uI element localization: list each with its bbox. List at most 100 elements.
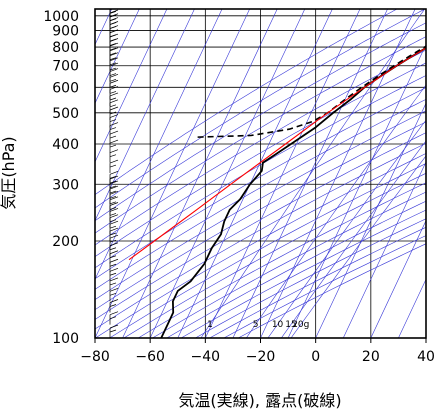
wind-barb-flag [110, 150, 118, 153]
isotherm-line [398, 9, 436, 338]
wind-barb-flag [110, 235, 118, 238]
dry-adiabat-line [67, 9, 436, 338]
mixing-ratio-label: 5 [253, 320, 259, 330]
wind-barb-flag [110, 123, 118, 126]
isotherm-line [205, 9, 360, 338]
y-tick-label: 200 [52, 234, 79, 250]
mixing-ratio-line [268, 9, 436, 338]
y-tick-label: 400 [52, 137, 79, 153]
wind-barb-flag [110, 91, 116, 93]
wind-barb-flag [110, 34, 118, 37]
wind-barb [110, 325, 118, 338]
wind-barb [110, 131, 118, 144]
wind-barb-flag [110, 325, 118, 328]
mixing-ratio-label: 1 [207, 320, 213, 330]
wind-barb-flag [110, 22, 118, 25]
wind-barb-flag [110, 120, 116, 122]
y-tick-label: 300 [52, 177, 79, 193]
dry-adiabat-line [138, 9, 436, 338]
wind-barb-flag [110, 312, 118, 315]
wind-barb-flag [110, 43, 118, 46]
y-tick-label: 1000 [43, 9, 79, 25]
x-tick-label: 0 [311, 349, 320, 365]
dry-adiabat-line [224, 9, 436, 338]
wind-barb-flag [110, 14, 118, 17]
wind-barb-flag [110, 283, 116, 285]
wind-barb [110, 93, 118, 106]
wind-barb-flag [110, 248, 116, 250]
wind-barbs-layer [110, 3, 118, 338]
isotherm-line [426, 9, 436, 338]
wind-barb-flag [110, 268, 118, 271]
y-tick-label: 100 [52, 331, 79, 347]
mixing-ratio-line [291, 9, 436, 338]
mixing-ratio-line [201, 9, 425, 338]
wind-barb-flag [110, 220, 116, 222]
wind-barb-flag [110, 105, 116, 107]
isotherm-line [233, 9, 388, 338]
wind-barb-flag [110, 330, 116, 332]
wind-barb-flag [110, 107, 118, 110]
y-tick-label: 600 [52, 80, 79, 96]
y-tick-label: 700 [52, 59, 79, 75]
wind-barb-flag [110, 74, 118, 77]
dry-adiabat-line [210, 9, 436, 338]
wind-barb-flag [110, 3, 118, 6]
x-tick-label: 20 [362, 349, 380, 365]
wind-barb-flag [110, 38, 118, 41]
y-axis-label: 気圧(hPa) [0, 136, 18, 209]
isotherm-line [343, 9, 436, 338]
x-tick-label: −60 [135, 349, 165, 365]
wind-barb [110, 215, 118, 228]
wind-barb-flag [110, 317, 116, 319]
wind-barb-flag [110, 165, 116, 167]
wind-barb-flag [110, 213, 116, 215]
dry-adiabat-line [24, 9, 436, 338]
wind-barb-flag [110, 226, 116, 228]
wind-barb-flag [110, 155, 116, 157]
x-axis-label: 気温(実線), 露点(破線) [178, 391, 341, 410]
wind-barb-flag [110, 100, 118, 103]
isotherm-line [150, 9, 305, 338]
wind-barb-flag [110, 145, 116, 147]
wind-barb-flag [110, 131, 118, 134]
mixing-ratio-label: 10 [272, 320, 284, 330]
wind-barb-flag [110, 18, 118, 21]
dry-adiabat-line [38, 9, 436, 338]
dry-adiabat-line [110, 9, 436, 338]
wind-barb [110, 107, 118, 120]
x-tick-label: −40 [191, 349, 221, 365]
wind-barb-flag [110, 140, 118, 143]
x-tick-label: −20 [246, 349, 276, 365]
wind-barb-flag [110, 278, 118, 281]
x-tick-label: 40 [417, 349, 435, 365]
isotherm-line [95, 9, 250, 338]
isotherm-line [261, 9, 416, 338]
series-layer [129, 16, 436, 338]
wind-barb-flag [110, 259, 118, 262]
wind-barb [110, 235, 118, 248]
wind-barb [110, 86, 118, 99]
mixing-ratio-label: 20g [292, 320, 309, 330]
wind-barb [110, 100, 118, 113]
y-tick-label: 500 [52, 106, 79, 122]
y-tick-label: 900 [52, 24, 79, 40]
wind-barb [110, 299, 118, 312]
wind-barb-flag [110, 136, 116, 138]
wind-barb-flag [110, 299, 118, 302]
wind-barb-flag [110, 160, 118, 163]
wind-barb [110, 312, 118, 325]
dry-adiabat-line [124, 9, 436, 338]
wind-barb-flag [110, 26, 118, 29]
wind-barb-flag [110, 98, 116, 100]
y-tick-label: 800 [52, 40, 79, 56]
isotherm-line [67, 9, 222, 338]
wind-barb-flag [110, 203, 118, 206]
dry-adiabat-line [153, 9, 436, 338]
parcel-line [129, 16, 436, 260]
